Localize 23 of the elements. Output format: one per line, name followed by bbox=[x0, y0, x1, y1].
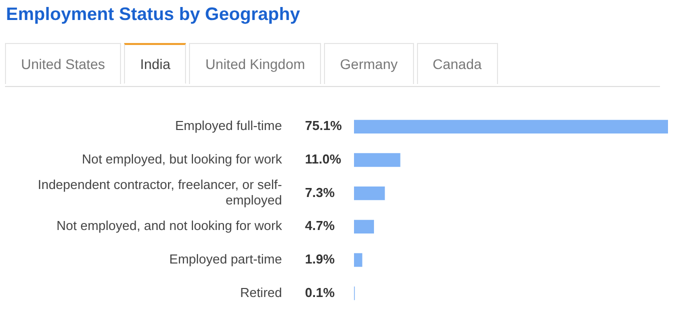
y-tick-label: Retired bbox=[240, 284, 282, 300]
bar bbox=[354, 253, 362, 267]
data-label: 4.7% bbox=[305, 218, 336, 234]
bar bbox=[354, 186, 385, 200]
data-label: 11.0% bbox=[305, 152, 342, 167]
text: United Kingdom bbox=[189, 43, 322, 84]
text: Germany bbox=[324, 43, 414, 84]
text: Employment Status by Geography bbox=[6, 4, 300, 25]
y-tick-label: Not employed, but looking for work bbox=[82, 152, 282, 167]
data-label: 1.9% bbox=[305, 252, 336, 267]
text: India bbox=[124, 43, 186, 84]
data-label: 7.3% bbox=[305, 184, 336, 200]
bar bbox=[354, 120, 668, 134]
y-tick-label: Employed part-time bbox=[169, 252, 282, 267]
y-tick-label: Employed full-time bbox=[175, 118, 282, 134]
y-tick-label: Not employed, and not looking for work bbox=[56, 218, 282, 234]
y-tick-label: Independent contractor, freelancer, or self-employed bbox=[38, 177, 282, 208]
bar bbox=[354, 153, 400, 167]
text: Canada bbox=[416, 43, 498, 84]
data-label: 75.1% bbox=[305, 118, 342, 134]
text: United States bbox=[5, 43, 122, 84]
bar bbox=[354, 220, 374, 234]
data-label: 0.1% bbox=[305, 284, 336, 300]
